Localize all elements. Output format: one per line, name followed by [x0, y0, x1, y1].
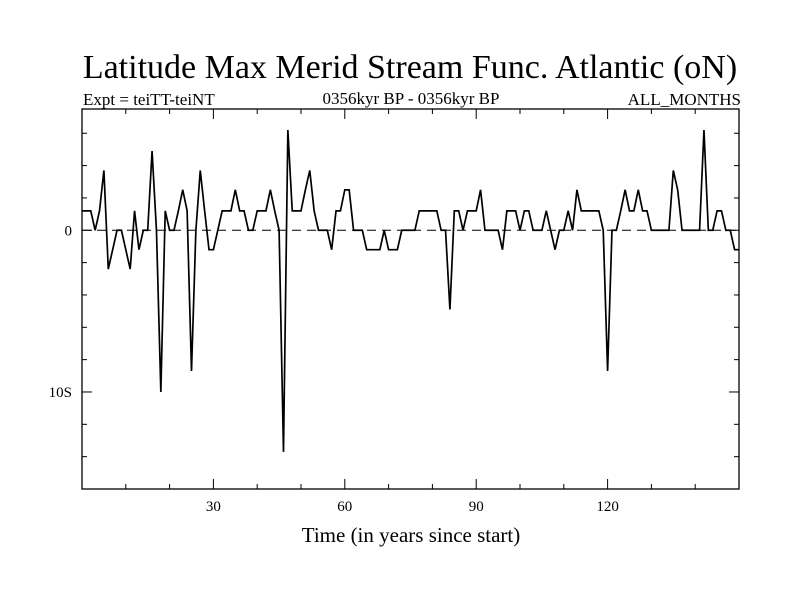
axis-ticks [82, 109, 739, 489]
x-axis-label: Time (in years since start) [302, 523, 521, 547]
y-tick-label: 0 [65, 223, 73, 239]
axis-tick-labels: 30 60 90 120 0 10S [49, 223, 619, 515]
x-tick-label: 120 [596, 499, 619, 515]
x-tick-label: 30 [206, 499, 221, 515]
x-tick-label: 90 [469, 499, 484, 515]
y-tick-label: 10S [49, 385, 72, 401]
subtitle-months: ALL_MONTHS [628, 90, 741, 109]
plot-frame [81, 108, 740, 490]
x-tick-label: 60 [337, 499, 352, 515]
subtitle-experiment: Expt = teiTT-teiNT [83, 90, 215, 109]
series-line-latitude [82, 129, 739, 452]
chart-title: Latitude Max Merid Stream Func. Atlantic… [83, 49, 737, 86]
subtitle-period: 0356kyr BP - 0356kyr BP [323, 89, 500, 108]
